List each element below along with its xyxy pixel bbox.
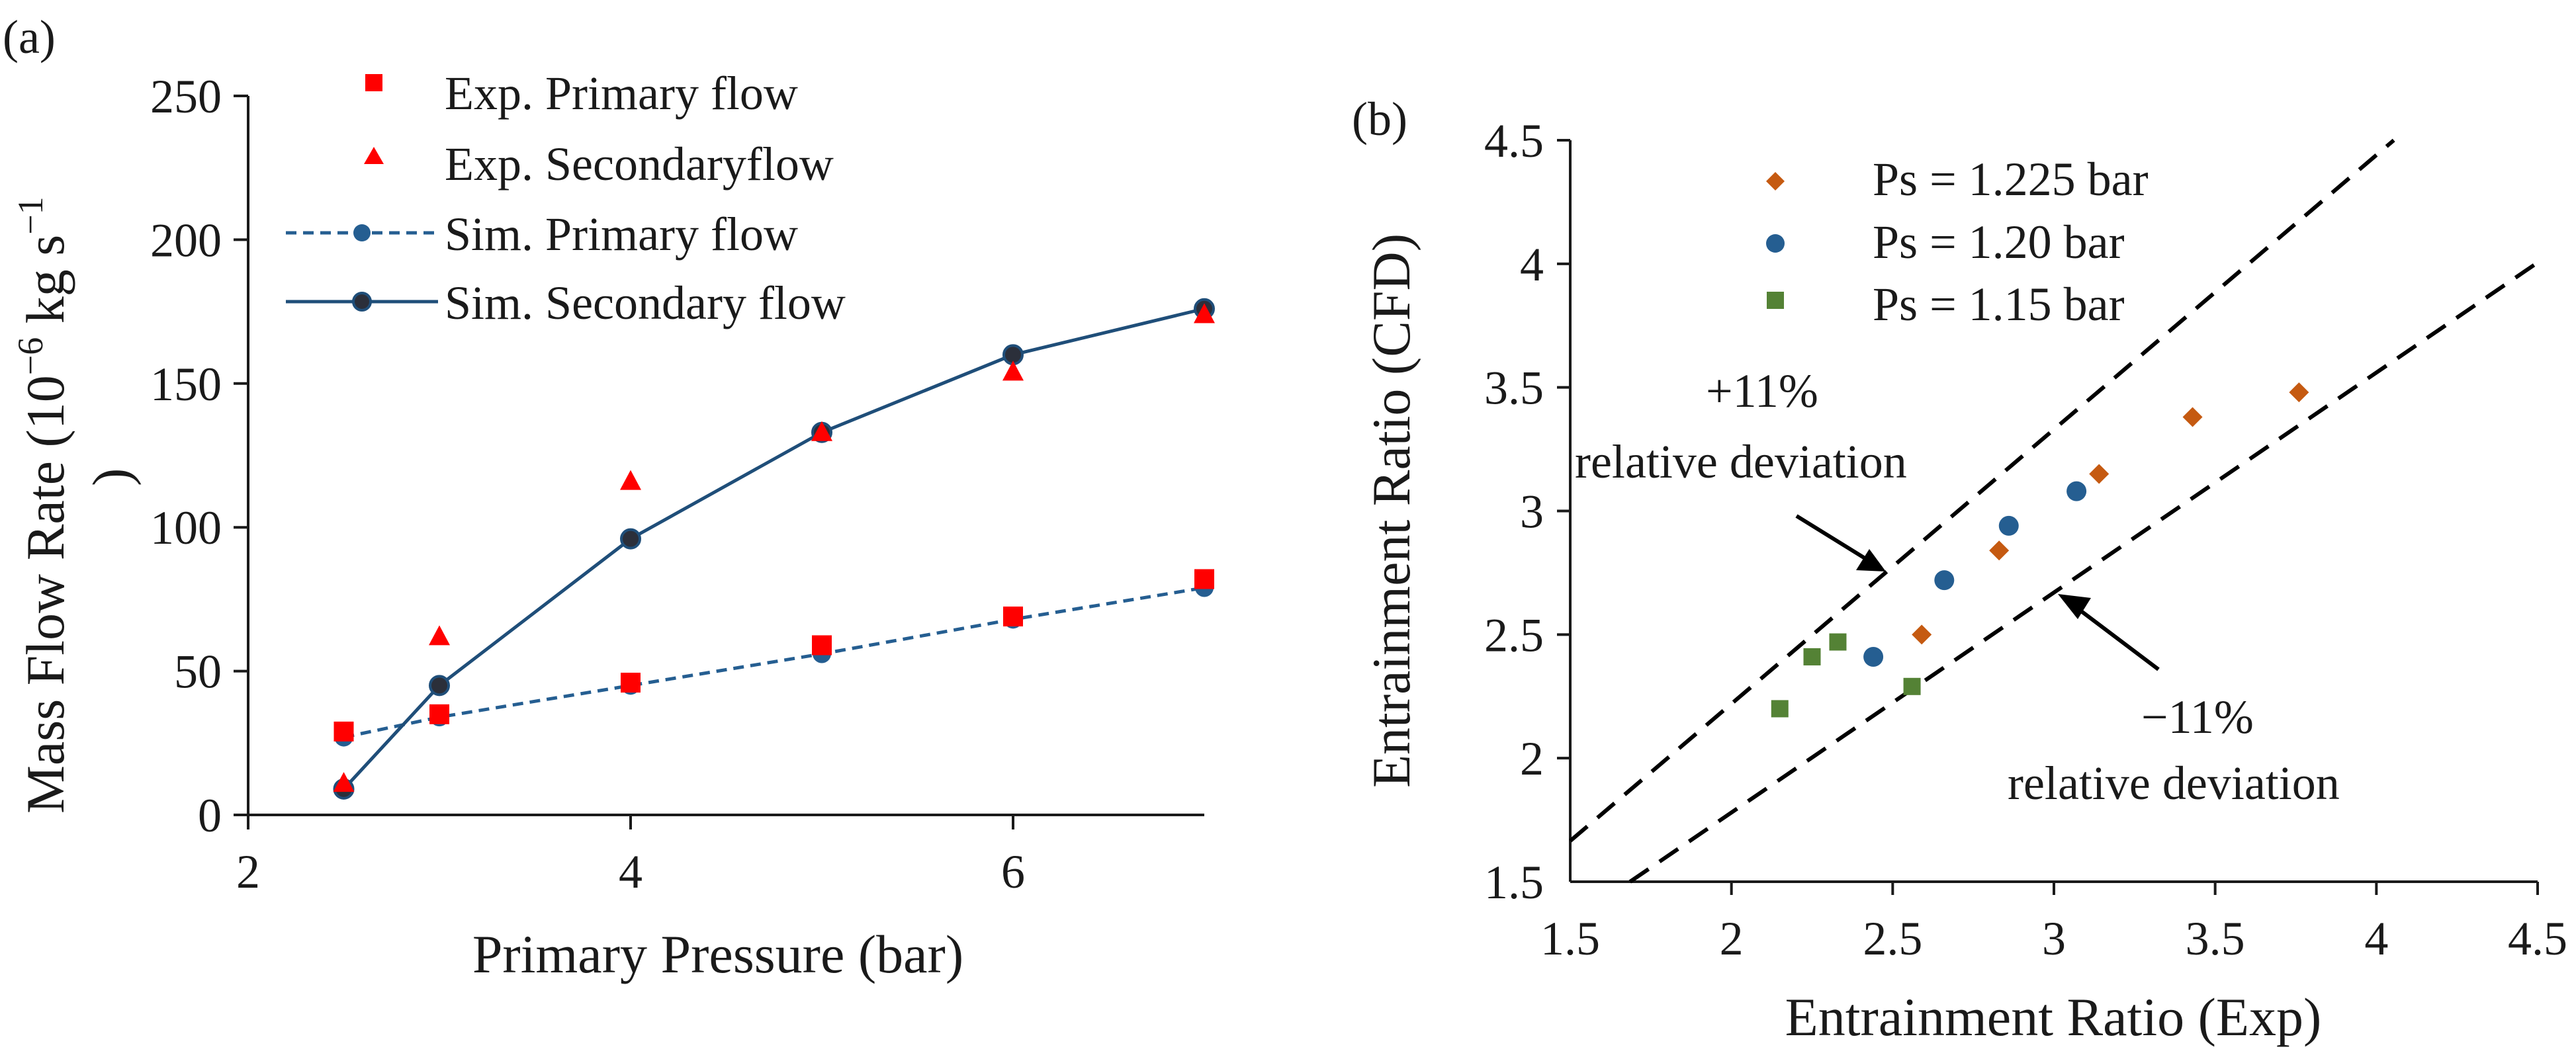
panel-b-annotations: +11% relative deviation −11% relative de… bbox=[1575, 364, 2340, 810]
panel-a-y-tick-label: 100 bbox=[150, 501, 222, 554]
panel-a-x-tick-label: 6 bbox=[1001, 845, 1025, 898]
panel-a-y-tick-label: 200 bbox=[150, 214, 222, 267]
panel-b-x-tick-label: 4.5 bbox=[2508, 912, 2567, 965]
panel-b-x-tick-label: 3 bbox=[2042, 912, 2066, 965]
panel-b-x-axis-title: Entrainment Ratio (Exp) bbox=[1785, 987, 2322, 1047]
panel-b-y-tick-label: 1.5 bbox=[1484, 856, 1544, 909]
legend-exp-primary-label: Exp. Primary flow bbox=[445, 67, 798, 120]
ps-115-point bbox=[1829, 633, 1847, 651]
panel-a-legend: Exp. Primary flow Exp. Secondaryflow Sim… bbox=[286, 67, 846, 329]
annotation-lower-text: relative deviation bbox=[2008, 757, 2340, 810]
panel-a-x-ticks: 2 4 6 bbox=[236, 815, 1025, 898]
panel-b-legend: Ps = 1.225 bar Ps = 1.20 bar Ps = 1.15 b… bbox=[1766, 153, 2149, 331]
ps-1225-point bbox=[1912, 624, 1932, 645]
sim-primary-line bbox=[343, 586, 1205, 740]
panel-a-x-tick-label: 2 bbox=[236, 845, 260, 898]
exp-primary-point bbox=[1003, 606, 1023, 626]
ps-120-point bbox=[1934, 570, 1955, 591]
ps-120-point bbox=[2066, 481, 2087, 501]
ps-120-point bbox=[1998, 515, 2019, 536]
annotation-upper-arrow-shaft bbox=[1795, 514, 1867, 561]
annotation-lower-arrow-shaft bbox=[2076, 607, 2160, 671]
panel-b-x-tick-label: 3.5 bbox=[2186, 912, 2245, 965]
panel-a-label: (a) bbox=[3, 11, 56, 64]
panel-b-label: (b) bbox=[1352, 93, 1407, 146]
ps-1225-point bbox=[2289, 382, 2309, 403]
panel-b-markers bbox=[1771, 382, 2309, 718]
panel-b-y-tick-label: 4 bbox=[1520, 238, 1544, 291]
panel-b-x-tick-label: 2 bbox=[1720, 912, 1744, 965]
exp-secondary-point bbox=[333, 772, 355, 792]
legend-ps-115-symbol bbox=[1767, 292, 1784, 309]
panel-b-reference-lines bbox=[1569, 138, 2539, 884]
panel-b-y-axis-title: Entrainment Ratio (CFD) bbox=[1361, 233, 1421, 788]
panel-a-y-axis-title: Mass Flow Rate (10−6 kg s−1 bbox=[11, 196, 75, 814]
exp-primary-point bbox=[621, 672, 641, 693]
panel-b-y-tick-label: 2.5 bbox=[1484, 609, 1544, 661]
ps-115-point bbox=[1771, 700, 1789, 718]
panel-a-y-tick-label: 150 bbox=[150, 358, 222, 411]
legend-ps-1225-symbol bbox=[1766, 172, 1785, 191]
exp-secondary-point bbox=[811, 421, 832, 441]
legend-ps-120-symbol bbox=[1766, 234, 1785, 253]
ps-1225-point bbox=[1989, 540, 2010, 561]
ps-1225-point bbox=[2182, 407, 2203, 427]
exp-primary-point bbox=[333, 721, 354, 741]
legend-sim-secondary-symbol bbox=[352, 292, 372, 312]
ps-115-point bbox=[1903, 677, 1921, 695]
ps-1225-point bbox=[2089, 464, 2110, 484]
legend-sim-primary-label: Sim. Primary flow bbox=[445, 208, 798, 261]
panel-a-markers bbox=[333, 298, 1215, 800]
panel-b-y-tick-label: 3 bbox=[1520, 486, 1544, 538]
legend-ps-115-label: Ps = 1.15 bar bbox=[1873, 278, 2125, 331]
annotation-upper-arrow-head bbox=[1856, 549, 1886, 572]
panel-b-y-tick-label: 4.5 bbox=[1484, 114, 1544, 167]
exp-secondary-point bbox=[429, 625, 450, 646]
annotation-lower-percent: −11% bbox=[2141, 691, 2254, 743]
ps-115-point bbox=[1803, 648, 1821, 665]
panel-a-x-tick-label: 4 bbox=[619, 845, 643, 898]
sim-secondary-point bbox=[429, 675, 450, 697]
panel-b-y-tick-label: 2 bbox=[1520, 732, 1544, 785]
legend-exp-primary-symbol bbox=[365, 74, 382, 91]
panel-a-series-lines bbox=[342, 307, 1205, 790]
sim-secondary-line bbox=[342, 307, 1205, 790]
legend-ps-1225-label: Ps = 1.225 bar bbox=[1873, 153, 2149, 206]
exp-primary-point bbox=[429, 704, 449, 724]
panel-b: (b) 1.5 2 2.5 3 3.5 4 4.5 1.5 2 2.5 3 3.5 4 4.5 Entr… bbox=[1352, 93, 2567, 1047]
legend-sim-secondary-label: Sim. Secondary flow bbox=[445, 276, 846, 329]
legend-ps-120-label: Ps = 1.20 bar bbox=[1873, 216, 2125, 269]
exp-primary-point bbox=[812, 635, 832, 656]
panel-a-y-tick-label: 250 bbox=[150, 70, 222, 123]
panel-b-y-ticks: 1.5 2 2.5 3 3.5 4 4.5 bbox=[1484, 114, 1570, 909]
exp-secondary-point bbox=[1002, 360, 1024, 381]
panel-a-y-tick-label: 50 bbox=[174, 646, 222, 699]
panel-b-x-tick-label: 2.5 bbox=[1863, 912, 1922, 965]
reference-line bbox=[1569, 138, 2395, 843]
annotation-lower-arrow-head bbox=[2058, 594, 2091, 619]
panel-a-x-axis-title: Primary Pressure (bar) bbox=[472, 924, 963, 984]
legend-exp-secondary-label: Exp. Secondaryflow bbox=[445, 138, 834, 191]
panel-a-y-tick-label: 0 bbox=[198, 789, 222, 842]
panel-a-y-axis-title-close: ) bbox=[81, 468, 142, 486]
exp-secondary-point bbox=[1194, 303, 1215, 323]
reference-line bbox=[1628, 261, 2539, 884]
panel-b-x-tick-label: 4 bbox=[2364, 912, 2388, 965]
exp-primary-point bbox=[1194, 569, 1214, 589]
ps-120-point bbox=[1863, 646, 1884, 667]
annotation-upper-percent: +11% bbox=[1706, 364, 1818, 417]
legend-exp-secondary-symbol bbox=[364, 147, 384, 164]
panel-a: (a) 0 50 100 150 200 250 2 4 6 Mass Flow Rate (… bbox=[3, 11, 1215, 984]
annotation-upper-text: relative deviation bbox=[1575, 435, 1907, 488]
panel-b-y-tick-label: 3.5 bbox=[1484, 362, 1544, 415]
legend-sim-primary-symbol bbox=[353, 224, 371, 241]
panel-a-y-ticks: 0 50 100 150 200 250 bbox=[150, 70, 248, 842]
sim-secondary-point bbox=[620, 528, 641, 550]
exp-secondary-point bbox=[620, 470, 641, 490]
panel-b-x-ticks: 1.5 2 2.5 3 3.5 4 4.5 bbox=[1540, 882, 2567, 965]
panel-b-x-tick-label: 1.5 bbox=[1540, 912, 1600, 965]
